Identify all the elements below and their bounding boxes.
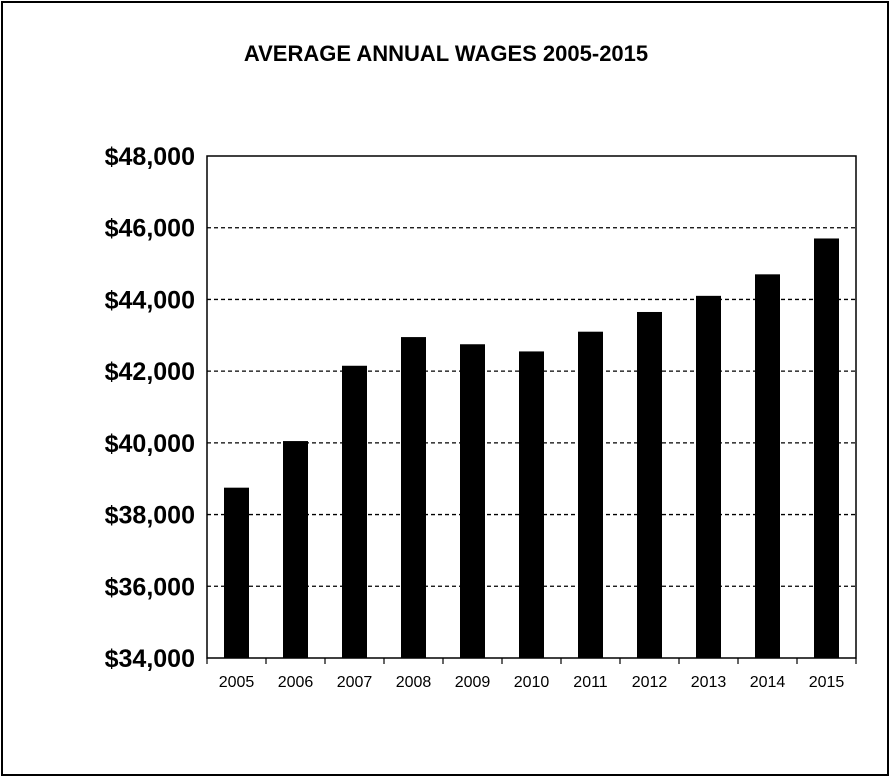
- y-tick-label: $46,000: [105, 215, 195, 243]
- chart-title: AVERAGE ANNUAL WAGES 2005-2015: [244, 41, 648, 66]
- bar-2013: [696, 295, 721, 658]
- bar-2007: [342, 365, 367, 658]
- bar-2009: [460, 344, 485, 658]
- x-tick-labels: 2005 2006 2007 2008 2009 2010 2011 2012 2013 2014…: [219, 674, 845, 691]
- y-tick-label: $44,000: [105, 286, 195, 314]
- bar-2011: [578, 331, 603, 658]
- x-tick-label: 2011: [573, 674, 608, 691]
- x-tick-label: 2014: [750, 674, 786, 691]
- x-tick-label: 2012: [632, 674, 668, 691]
- x-tick-label: 2005: [219, 674, 255, 691]
- y-tick-label: $48,000: [105, 143, 195, 171]
- bar-2006: [283, 441, 308, 658]
- y-tick-label: $42,000: [105, 358, 195, 386]
- bar-2005: [224, 487, 249, 658]
- x-tick-label: 2013: [691, 674, 727, 691]
- plot-area-border: [206, 155, 857, 659]
- x-tick-label: 2008: [396, 674, 432, 691]
- x-tick-label: 2010: [514, 674, 550, 691]
- y-tick-labels: $34,000 $36,000 $38,000 $40,000 $42,000 $44,0…: [105, 143, 195, 673]
- x-tick-label: 2015: [809, 674, 845, 691]
- bars: [224, 238, 839, 658]
- x-tick-label: 2006: [278, 674, 314, 691]
- bar-2015: [814, 238, 839, 658]
- bar-2014: [755, 274, 780, 658]
- x-tick-label: 2007: [337, 674, 373, 691]
- bar-2012: [637, 311, 662, 658]
- axes: [206, 155, 857, 664]
- bar-2010: [519, 351, 544, 658]
- y-tick-label: $34,000: [105, 645, 195, 673]
- y-tick-label: $40,000: [105, 430, 195, 458]
- bar-2008: [401, 337, 426, 658]
- y-tick-label: $36,000: [105, 573, 195, 601]
- bar-chart: AVERAGE ANNUAL WAGES 2005-2015 $34,000$3…: [105, 41, 857, 691]
- y-tick-label: $38,000: [105, 502, 195, 530]
- x-tick-label: 2009: [455, 674, 491, 691]
